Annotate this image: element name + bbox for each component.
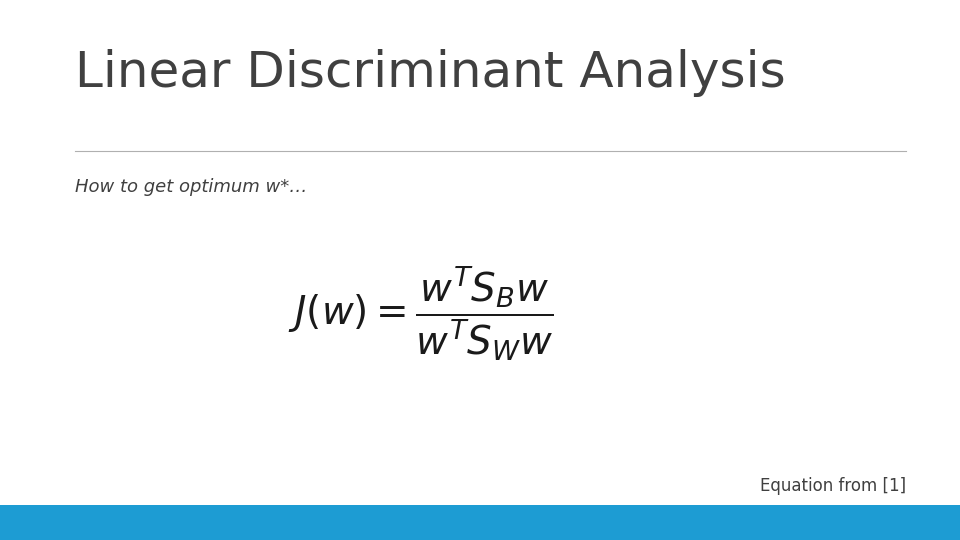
Text: Linear Discriminant Analysis: Linear Discriminant Analysis (75, 49, 785, 97)
Text: Equation from [1]: Equation from [1] (759, 477, 905, 495)
Text: How to get optimum w*…: How to get optimum w*… (75, 178, 307, 196)
Text: $J(w) = \dfrac{w^T S_B w}{w^T S_W w}$: $J(w) = \dfrac{w^T S_B w}{w^T S_W w}$ (287, 264, 553, 362)
